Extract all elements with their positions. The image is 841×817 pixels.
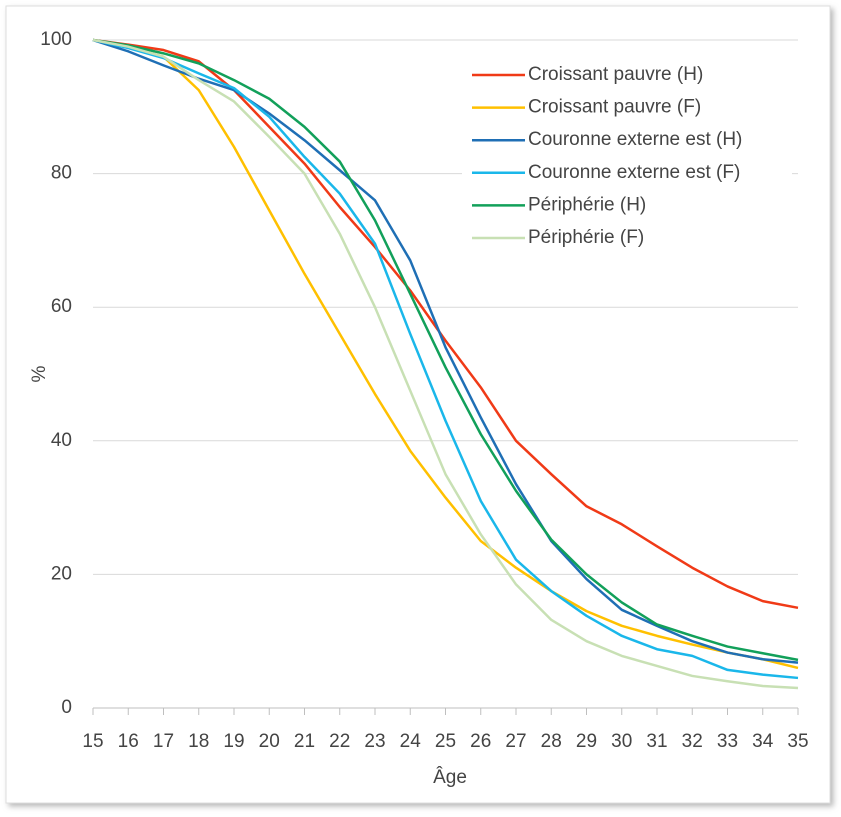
legend-box xyxy=(462,55,792,260)
x-tick-label: 29 xyxy=(576,731,597,752)
x-tick-label: 16 xyxy=(118,731,139,752)
x-axis-label: Âge xyxy=(433,766,467,788)
x-tick-label: 21 xyxy=(294,731,315,752)
legend-label: Croissant pauvre (H) xyxy=(528,64,703,85)
x-tick-label: 18 xyxy=(188,731,209,752)
x-tick-label: 15 xyxy=(82,731,103,752)
x-tick-label: 31 xyxy=(646,731,667,752)
series-line xyxy=(92,38,799,680)
y-tick-label: 80 xyxy=(51,163,72,184)
x-tick-label: 35 xyxy=(787,731,808,752)
y-tick-label: 0 xyxy=(61,697,72,718)
x-tick-label: 33 xyxy=(717,731,738,752)
x-tick-label: 23 xyxy=(364,731,385,752)
x-tick-label: 26 xyxy=(470,731,491,752)
y-tick-label: 60 xyxy=(51,296,72,317)
series-line xyxy=(92,38,799,690)
legend-label: Couronne externe est (F) xyxy=(528,162,740,183)
x-tick-label: 20 xyxy=(259,731,280,752)
legend-label: Périphérie (H) xyxy=(528,194,646,215)
legend-label: Couronne externe est (H) xyxy=(528,129,742,150)
x-tick-label: 27 xyxy=(505,731,526,752)
series-line xyxy=(92,38,799,610)
y-tick-label: 40 xyxy=(51,430,72,451)
y-axis-label: % xyxy=(29,365,50,382)
series-line xyxy=(92,38,799,664)
y-tick-label: 100 xyxy=(40,29,72,50)
x-tick-label: 24 xyxy=(400,731,422,752)
x-tick-label: 22 xyxy=(329,731,350,752)
x-tick-label: 25 xyxy=(435,731,456,752)
x-tick-label: 30 xyxy=(611,731,632,752)
x-tick-label: 19 xyxy=(223,731,244,752)
y-tick-label: 20 xyxy=(51,563,72,584)
series-line xyxy=(92,38,799,662)
x-tick-label: 28 xyxy=(541,731,562,752)
legend-label: Périphérie (F) xyxy=(528,227,644,248)
series-line xyxy=(92,38,799,670)
x-tick-label: 34 xyxy=(752,731,774,752)
legend-label: Croissant pauvre (F) xyxy=(528,97,701,118)
x-tick-label: 17 xyxy=(153,731,174,752)
x-tick-label: 32 xyxy=(682,731,703,752)
